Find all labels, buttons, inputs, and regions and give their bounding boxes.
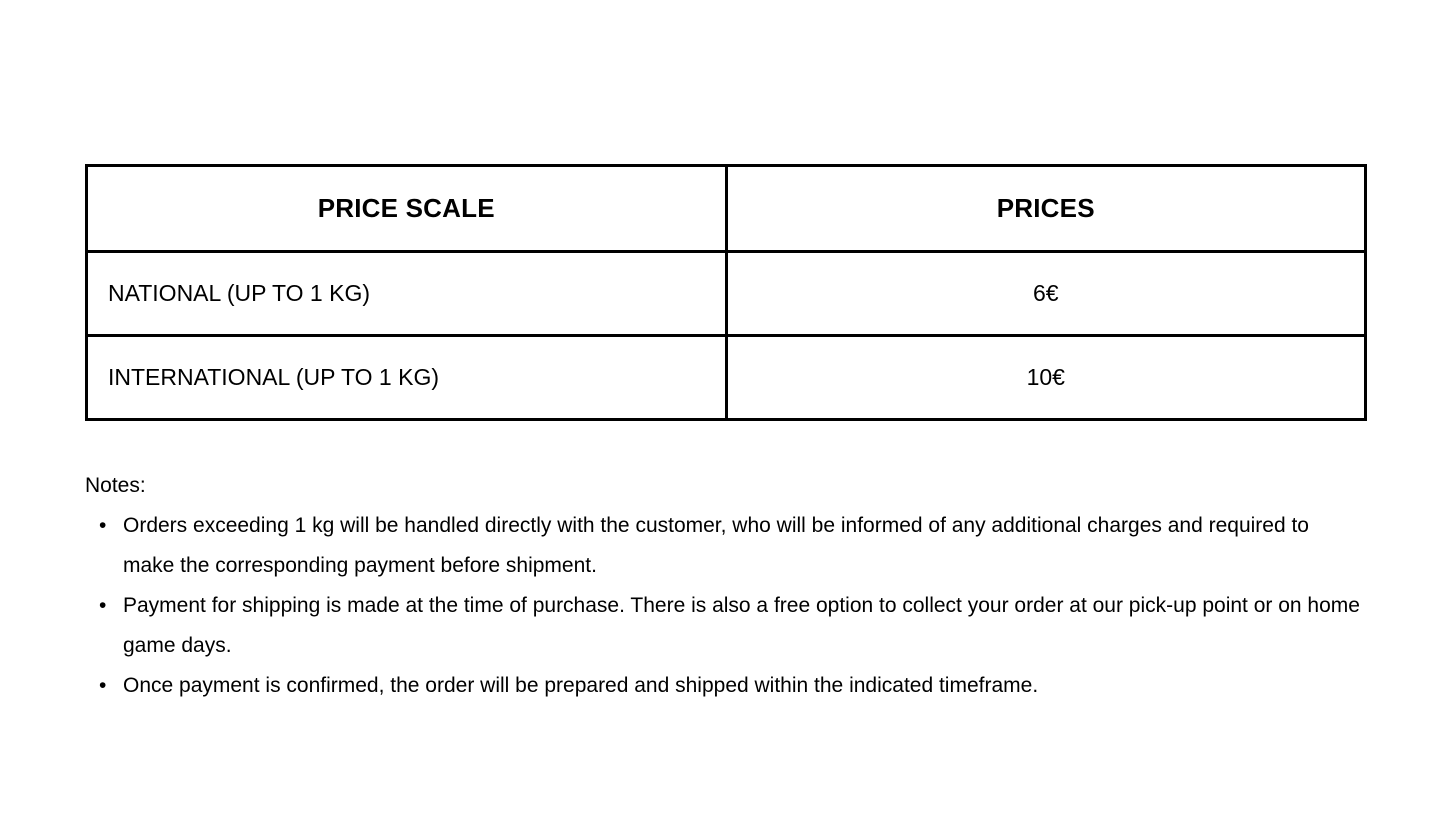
column-header-prices: PRICES <box>724 164 1367 253</box>
note-text: Once payment is confirmed, the order wil… <box>123 674 1039 697</box>
bullet-icon: • <box>99 594 107 617</box>
list-item: • Payment for shipping is made at the ti… <box>85 586 1365 666</box>
shipping-price-table: PRICE SCALE PRICES NATIONAL (UP TO 1 KG)… <box>85 164 1367 421</box>
bullet-icon: • <box>99 674 107 697</box>
column-header-price-scale: PRICE SCALE <box>85 164 728 253</box>
table-row: INTERNATIONAL (UP TO 1 KG) 10€ <box>85 334 1367 421</box>
table-row: NATIONAL (UP TO 1 KG) 6€ <box>85 250 1367 337</box>
list-item: • Orders exceeding 1 kg will be handled … <box>85 506 1365 586</box>
tier-label-international: INTERNATIONAL (UP TO 1 KG) <box>85 334 728 421</box>
notes-list: • Orders exceeding 1 kg will be handled … <box>85 506 1373 706</box>
tier-price-national: 6€ <box>724 250 1367 337</box>
tier-price-international: 10€ <box>724 334 1367 421</box>
notes-section: Notes: • Orders exceeding 1 kg will be h… <box>85 466 1373 706</box>
note-text: Payment for shipping is made at the time… <box>123 594 1360 657</box>
notes-title: Notes: <box>85 474 146 497</box>
tier-label-national: NATIONAL (UP TO 1 KG) <box>85 250 728 337</box>
table-header-row: PRICE SCALE PRICES <box>85 164 1367 253</box>
note-text: Orders exceeding 1 kg will be handled di… <box>123 514 1309 577</box>
bullet-icon: • <box>99 514 107 537</box>
list-item: • Once payment is confirmed, the order w… <box>85 666 1365 706</box>
